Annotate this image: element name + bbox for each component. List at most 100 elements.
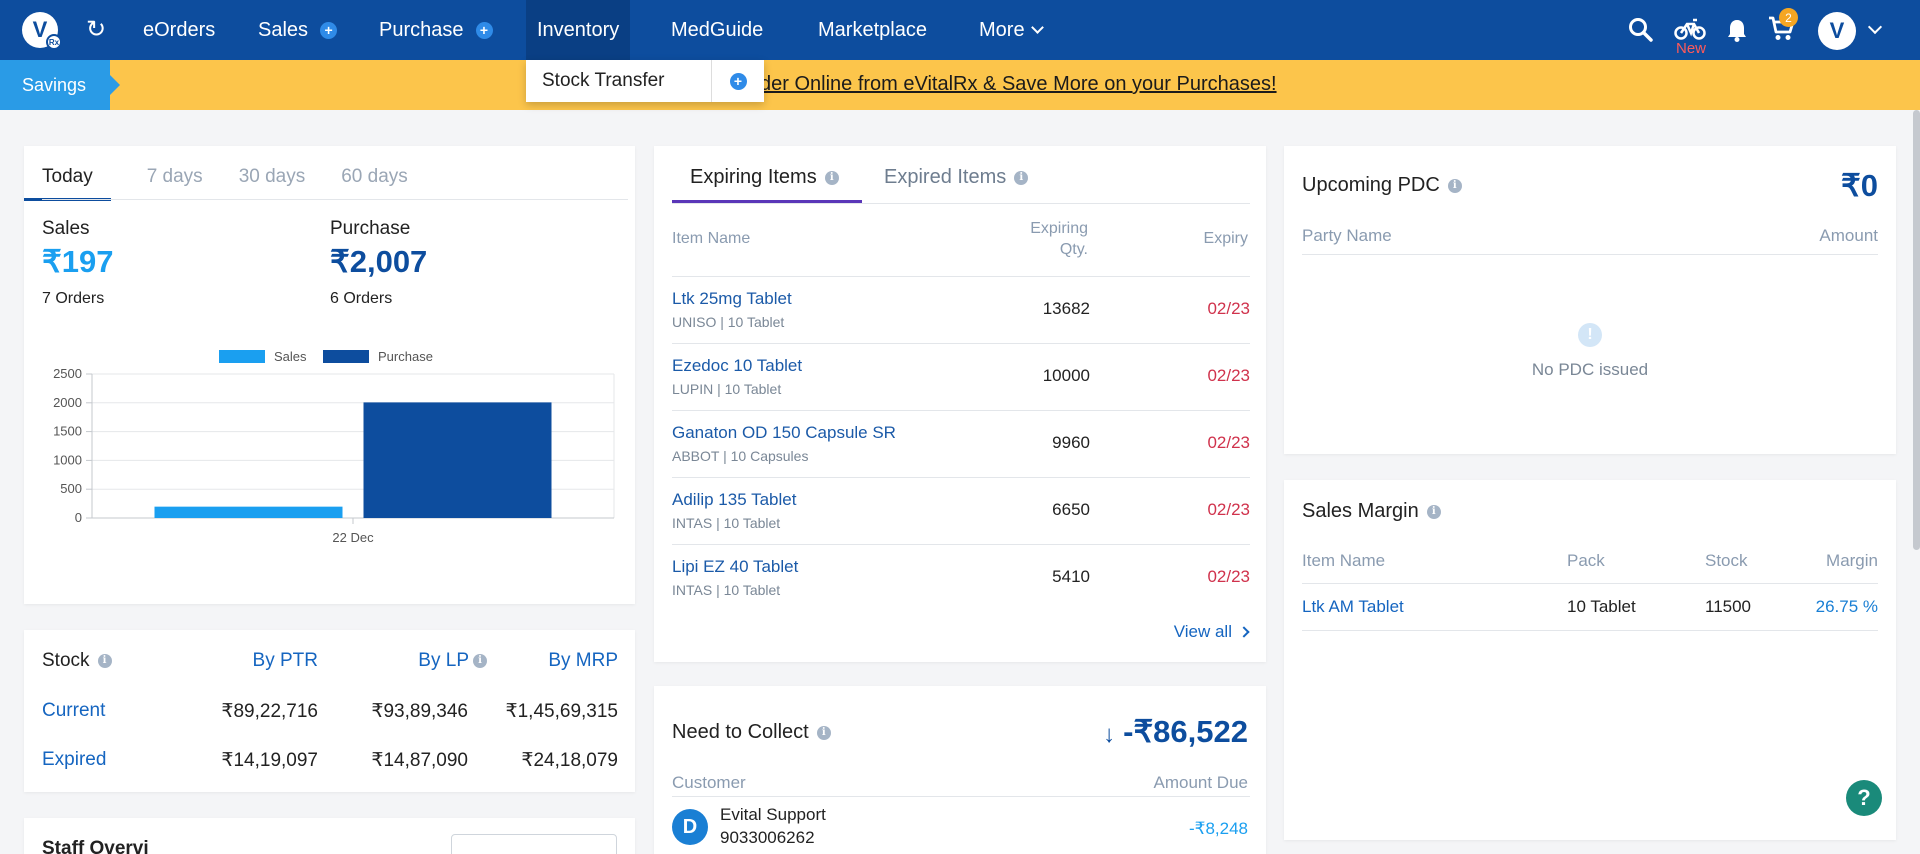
pdc-empty-message: No PDC issued xyxy=(1531,360,1649,379)
stock-title: Stock i xyxy=(42,650,112,672)
tab-expiring-items[interactable]: Expiring Items i xyxy=(690,166,839,189)
item-expiry: 02/23 xyxy=(1207,433,1250,452)
stock-current-mrp: ₹1,45,69,315 xyxy=(505,701,618,722)
stock-header-lp: By LP i xyxy=(418,650,487,672)
stock-header-mrp: By MRP xyxy=(548,650,618,671)
stock-expired-mrp: ₹24,18,079 xyxy=(521,750,618,771)
info-icon[interactable]: i xyxy=(473,653,487,668)
margin-item-stock: 11500 xyxy=(1705,597,1752,616)
page-scrollbar[interactable] xyxy=(1913,110,1920,550)
sales-purchase-card: Today 7 days 30 days 60 days Sales ₹197 … xyxy=(24,146,635,604)
info-icon[interactable]: i xyxy=(1447,178,1462,193)
nav-medguide[interactable]: MedGuide xyxy=(671,18,764,41)
col-item-name: Item Name xyxy=(1302,551,1386,570)
tab-today[interactable]: Today xyxy=(24,166,111,201)
promo-link[interactable]: der Online from eVitalRx & Save More on … xyxy=(760,73,1277,95)
customer-name[interactable]: Evital Support xyxy=(720,805,826,824)
table-row[interactable]: Ganaton OD 150 Capsule SR ABBOT | 10 Cap… xyxy=(672,410,1250,477)
stock-transfer-item[interactable]: Stock Transfer xyxy=(526,60,712,102)
chevron-down-icon[interactable] xyxy=(1867,19,1883,35)
table-row[interactable]: Adilip 135 Tablet INTAS | 10 Tablet 6650… xyxy=(672,477,1250,544)
add-stock-transfer-button[interactable]: + xyxy=(712,60,764,102)
margin-title: Sales Margin i xyxy=(1302,500,1441,523)
tab-7-days[interactable]: 7 days xyxy=(146,166,203,187)
nav-more[interactable]: More xyxy=(979,0,1044,60)
item-expiry: 02/23 xyxy=(1207,567,1250,586)
view-all-link[interactable]: View all xyxy=(1174,622,1250,642)
info-icon[interactable]: i xyxy=(824,170,839,185)
item-name[interactable]: Lipi EZ 40 Tablet xyxy=(672,557,799,576)
stock-row-label: Current xyxy=(42,700,106,721)
item-expiry: 02/23 xyxy=(1207,299,1250,318)
item-name[interactable]: Ltk 25mg Tablet xyxy=(672,289,792,308)
active-tab-indicator xyxy=(672,200,862,203)
refresh-icon[interactable]: ↻ xyxy=(86,16,107,43)
tab-60-days[interactable]: 60 days xyxy=(341,166,408,187)
info-icon[interactable]: i xyxy=(1426,504,1441,519)
item-meta: ABBOT | 10 Capsules xyxy=(672,448,809,464)
nav-eorders[interactable]: eOrders xyxy=(143,18,216,41)
upcoming-pdc-card: Upcoming PDC i ₹0 Party Name Amount ! No … xyxy=(1284,146,1896,454)
sales-orders: 7 Orders xyxy=(42,290,105,307)
info-icon[interactable]: i xyxy=(97,653,112,668)
legend-swatch xyxy=(323,350,369,363)
item-qty: 9960 xyxy=(1052,433,1090,452)
table-row[interactable]: Ltk 25mg Tablet UNISO | 10 Tablet 13682 … xyxy=(672,276,1250,343)
margin-item-name[interactable]: Ltk AM Tablet xyxy=(1302,597,1404,616)
help-button[interactable]: ? xyxy=(1846,780,1882,816)
bell-icon[interactable] xyxy=(1726,18,1748,42)
staff-filter-select[interactable] xyxy=(451,834,617,854)
evitalrx-logo[interactable]: V Rx xyxy=(22,12,62,50)
margin-item-margin: 26.75 % xyxy=(1815,597,1878,616)
arrow-down-icon: ↓ xyxy=(1103,721,1116,748)
item-expiry: 02/23 xyxy=(1207,366,1250,385)
stock-header-ptr: By PTR xyxy=(252,650,318,671)
stock-card: Stock i By PTR By LP i By MRP Current ₹89,… xyxy=(24,630,635,792)
search-icon[interactable] xyxy=(1628,17,1654,43)
y-tick-label: 2000 xyxy=(53,395,82,410)
chevron-right-icon xyxy=(1238,626,1250,638)
item-name[interactable]: Ezedoc 10 Tablet xyxy=(672,356,803,375)
table-row[interactable]: Ezedoc 10 Tablet LUPIN | 10 Tablet 10000… xyxy=(672,343,1250,410)
item-qty: 6650 xyxy=(1052,500,1090,519)
delivery-bike-icon[interactable] xyxy=(1674,16,1706,40)
sales-value: ₹197 xyxy=(42,244,114,279)
expiring-items-card: Expiring Items i Expired Items i Item Name… xyxy=(654,146,1266,662)
nav-purchase[interactable]: Purchase + xyxy=(379,0,493,60)
item-name[interactable]: Ganaton OD 150 Capsule SR xyxy=(672,423,896,442)
stock-current-lp: ₹93,89,346 xyxy=(371,701,468,722)
header-divider xyxy=(1302,254,1878,255)
legend-label: Purchase xyxy=(378,349,433,364)
user-avatar[interactable]: V xyxy=(1818,12,1856,50)
collect-title: Need to Collect i xyxy=(672,721,831,744)
info-icon[interactable]: i xyxy=(1014,170,1029,185)
nav-marketplace[interactable]: Marketplace xyxy=(818,18,927,41)
add-purchase-icon[interactable]: + xyxy=(475,21,493,39)
tab-30-days[interactable]: 30 days xyxy=(238,166,306,187)
staff-title: Staff Overvi xyxy=(42,838,149,854)
item-expiry: 02/23 xyxy=(1207,500,1250,519)
nav-sales[interactable]: Sales + xyxy=(258,0,338,60)
alert-icon: ! xyxy=(1578,323,1602,347)
tab-expired-items[interactable]: Expired Items i xyxy=(884,166,1029,189)
purchase-value: ₹2,007 xyxy=(330,244,428,279)
item-name[interactable]: Adilip 135 Tablet xyxy=(672,490,797,509)
col-party-name: Party Name xyxy=(1302,226,1392,245)
add-sale-icon[interactable]: + xyxy=(320,21,338,39)
header-divider xyxy=(672,796,1250,797)
purchase-label: Purchase xyxy=(330,218,411,239)
col-amount: Amount xyxy=(1819,226,1878,245)
plus-icon: + xyxy=(729,72,747,90)
table-row[interactable]: Lipi EZ 40 Tablet INTAS | 10 Tablet 5410… xyxy=(672,544,1250,611)
savings-tag[interactable]: Savings xyxy=(0,60,120,110)
stock-expired-ptr: ₹14,19,097 xyxy=(221,750,318,771)
tabs-divider xyxy=(42,199,628,200)
stock-row-label: Expired xyxy=(42,749,107,770)
pdc-amount: ₹0 xyxy=(1841,168,1878,203)
chevron-down-icon xyxy=(1030,20,1044,34)
nav-inventory[interactable]: Inventory xyxy=(526,0,631,60)
x-tick-label: 22 Dec xyxy=(332,530,374,545)
purchase-orders: 6 Orders xyxy=(330,290,393,307)
col-stock: Stock xyxy=(1705,551,1748,570)
info-icon[interactable]: i xyxy=(816,725,831,740)
